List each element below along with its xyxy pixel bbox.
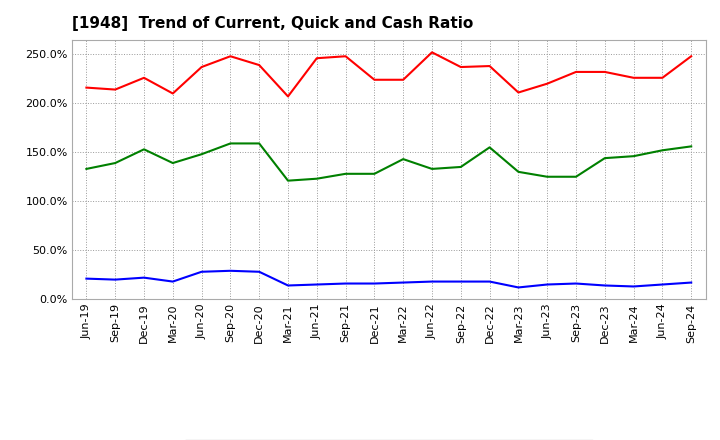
Quick Ratio xyxy=(687,144,696,149)
Current Ratio xyxy=(226,54,235,59)
Quick Ratio xyxy=(370,171,379,176)
Quick Ratio xyxy=(284,178,292,183)
Cash Ratio xyxy=(399,280,408,285)
Current Ratio xyxy=(456,64,465,70)
Cash Ratio xyxy=(284,283,292,288)
Current Ratio xyxy=(629,75,638,81)
Cash Ratio xyxy=(629,284,638,289)
Cash Ratio xyxy=(600,283,609,288)
Quick Ratio xyxy=(514,169,523,175)
Quick Ratio xyxy=(168,161,177,166)
Quick Ratio xyxy=(456,164,465,169)
Cash Ratio xyxy=(111,277,120,282)
Quick Ratio xyxy=(140,147,148,152)
Cash Ratio xyxy=(197,269,206,275)
Line: Cash Ratio: Cash Ratio xyxy=(86,271,691,287)
Cash Ratio xyxy=(370,281,379,286)
Quick Ratio xyxy=(572,174,580,180)
Quick Ratio xyxy=(111,161,120,166)
Current Ratio xyxy=(197,64,206,70)
Current Ratio xyxy=(255,62,264,68)
Current Ratio xyxy=(428,50,436,55)
Current Ratio xyxy=(370,77,379,82)
Current Ratio xyxy=(572,69,580,74)
Cash Ratio xyxy=(255,269,264,275)
Current Ratio xyxy=(82,85,91,90)
Line: Current Ratio: Current Ratio xyxy=(86,52,691,96)
Quick Ratio xyxy=(428,166,436,172)
Quick Ratio xyxy=(600,155,609,161)
Cash Ratio xyxy=(168,279,177,284)
Current Ratio xyxy=(168,91,177,96)
Cash Ratio xyxy=(514,285,523,290)
Text: [1948]  Trend of Current, Quick and Cash Ratio: [1948] Trend of Current, Quick and Cash … xyxy=(72,16,473,32)
Cash Ratio xyxy=(543,282,552,287)
Cash Ratio xyxy=(312,282,321,287)
Quick Ratio xyxy=(82,166,91,172)
Current Ratio xyxy=(658,75,667,81)
Quick Ratio xyxy=(341,171,350,176)
Quick Ratio xyxy=(226,141,235,146)
Cash Ratio xyxy=(226,268,235,273)
Current Ratio xyxy=(284,94,292,99)
Cash Ratio xyxy=(82,276,91,281)
Current Ratio xyxy=(543,81,552,86)
Quick Ratio xyxy=(255,141,264,146)
Current Ratio xyxy=(140,75,148,81)
Quick Ratio xyxy=(312,176,321,181)
Line: Quick Ratio: Quick Ratio xyxy=(86,143,691,181)
Current Ratio xyxy=(312,55,321,61)
Quick Ratio xyxy=(399,157,408,162)
Cash Ratio xyxy=(428,279,436,284)
Quick Ratio xyxy=(658,148,667,153)
Cash Ratio xyxy=(140,275,148,280)
Current Ratio xyxy=(399,77,408,82)
Current Ratio xyxy=(485,63,494,69)
Cash Ratio xyxy=(687,280,696,285)
Cash Ratio xyxy=(572,281,580,286)
Cash Ratio xyxy=(341,281,350,286)
Quick Ratio xyxy=(197,151,206,157)
Quick Ratio xyxy=(543,174,552,180)
Quick Ratio xyxy=(629,154,638,159)
Cash Ratio xyxy=(456,279,465,284)
Cash Ratio xyxy=(658,282,667,287)
Current Ratio xyxy=(600,69,609,74)
Quick Ratio xyxy=(485,145,494,150)
Current Ratio xyxy=(514,90,523,95)
Current Ratio xyxy=(341,54,350,59)
Cash Ratio xyxy=(485,279,494,284)
Current Ratio xyxy=(687,54,696,59)
Current Ratio xyxy=(111,87,120,92)
